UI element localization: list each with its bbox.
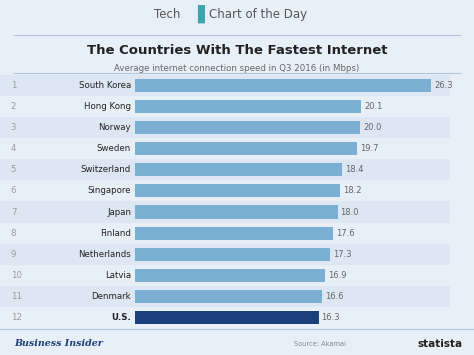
Bar [135, 159, 450, 180]
Text: Japan: Japan [107, 208, 131, 217]
Text: 16.6: 16.6 [325, 292, 343, 301]
Text: 4: 4 [11, 144, 16, 153]
Bar [135, 311, 319, 324]
Bar [0, 265, 135, 286]
Text: 16.9: 16.9 [328, 271, 346, 280]
Text: 6: 6 [11, 186, 16, 195]
Bar [135, 184, 340, 197]
Bar [135, 142, 357, 155]
Bar [0, 117, 135, 138]
Bar [135, 180, 450, 202]
Text: U.S.: U.S. [111, 313, 131, 322]
Text: Latvia: Latvia [105, 271, 131, 280]
Text: Netherlands: Netherlands [78, 250, 131, 259]
Bar [0, 75, 135, 96]
Bar [135, 269, 325, 282]
Text: Singapore: Singapore [88, 186, 131, 195]
Bar [135, 265, 450, 286]
Bar [135, 248, 330, 261]
Text: Tech: Tech [154, 8, 180, 21]
Text: statista: statista [417, 339, 462, 349]
Bar [135, 138, 450, 159]
Bar [0, 180, 135, 202]
Text: 17.6: 17.6 [336, 229, 355, 238]
Text: 2: 2 [11, 102, 16, 111]
Text: 16.3: 16.3 [321, 313, 340, 322]
Text: Denmark: Denmark [91, 292, 131, 301]
Text: ▐: ▐ [190, 5, 204, 23]
Text: Norway: Norway [99, 123, 131, 132]
Text: 11: 11 [11, 292, 22, 301]
Text: Average internet connection speed in Q3 2016 (in Mbps): Average internet connection speed in Q3 … [114, 64, 360, 73]
Bar [135, 202, 450, 223]
Text: South Korea: South Korea [79, 81, 131, 89]
Text: 26.3: 26.3 [434, 81, 453, 89]
Text: 18.0: 18.0 [340, 208, 359, 217]
Text: 5: 5 [11, 165, 16, 174]
Text: 1: 1 [11, 81, 16, 89]
Bar [135, 96, 450, 117]
Bar [135, 78, 431, 92]
Bar [0, 202, 135, 223]
Text: 3: 3 [11, 123, 16, 132]
Bar [135, 244, 450, 265]
Text: 12: 12 [11, 313, 22, 322]
Bar [0, 307, 135, 328]
Bar [0, 138, 135, 159]
Text: The Countries With The Fastest Internet: The Countries With The Fastest Internet [87, 44, 387, 57]
Bar [0, 223, 135, 244]
Bar [135, 75, 450, 96]
Text: Source: Akamai: Source: Akamai [294, 341, 346, 347]
Text: Chart of the Day: Chart of the Day [209, 8, 307, 21]
Bar [135, 226, 333, 240]
Bar [135, 117, 450, 138]
Bar [0, 286, 135, 307]
Bar [135, 307, 450, 328]
Bar [135, 223, 450, 244]
Text: Finland: Finland [100, 229, 131, 238]
Text: 20.0: 20.0 [363, 123, 382, 132]
Text: 7: 7 [11, 208, 16, 217]
Text: 10: 10 [11, 271, 22, 280]
Bar [135, 290, 322, 303]
Text: 17.3: 17.3 [333, 250, 351, 259]
Bar [135, 100, 361, 113]
Text: 8: 8 [11, 229, 16, 238]
Text: 19.7: 19.7 [360, 144, 378, 153]
Bar [0, 159, 135, 180]
Text: 9: 9 [11, 250, 16, 259]
Bar [135, 286, 450, 307]
Text: 18.2: 18.2 [343, 186, 361, 195]
Bar [0, 244, 135, 265]
Text: Business Insider: Business Insider [14, 339, 103, 348]
Bar [135, 206, 337, 219]
Bar [135, 121, 360, 134]
Text: Switzerland: Switzerland [81, 165, 131, 174]
Text: Hong Kong: Hong Kong [84, 102, 131, 111]
Text: 18.4: 18.4 [345, 165, 364, 174]
Bar [0, 96, 135, 117]
Text: Sweden: Sweden [97, 144, 131, 153]
Bar [135, 163, 342, 176]
Text: 20.1: 20.1 [364, 102, 383, 111]
